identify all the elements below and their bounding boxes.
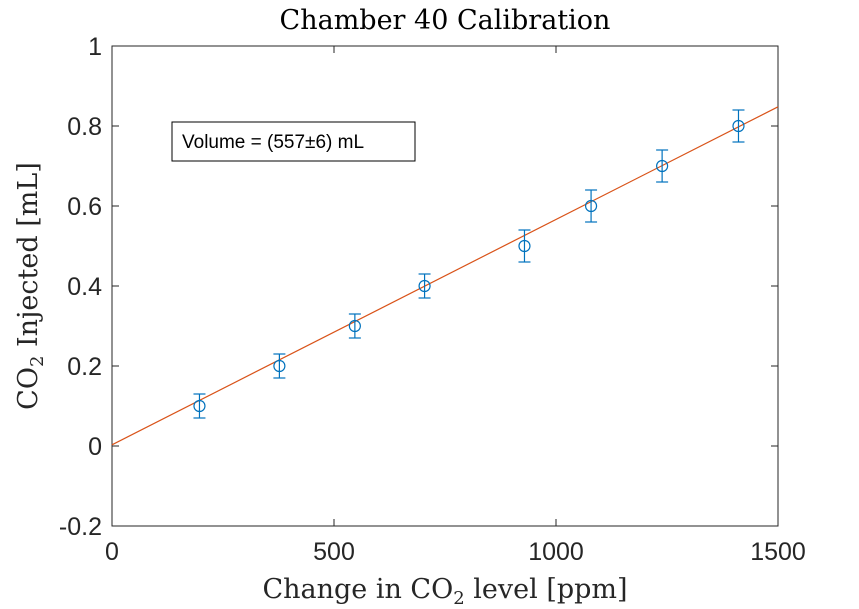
data-point-group xyxy=(732,109,745,143)
data-point-group xyxy=(656,149,669,183)
y-tick-label: 0.2 xyxy=(67,353,102,381)
data-point-marker xyxy=(732,119,745,133)
y-tick-label: 0 xyxy=(88,433,102,461)
x-axis-label: Change in CO2 level [ppm] xyxy=(262,574,627,609)
x-tick-label: 500 xyxy=(313,538,355,566)
data-point-marker xyxy=(584,199,598,213)
data-point-group xyxy=(273,353,286,379)
x-axis-label-subscript: 2 xyxy=(453,588,464,609)
x-axis-label-prefix: Change in CO xyxy=(262,574,453,605)
y-tick-label: 1 xyxy=(88,33,102,61)
x-tick-label: 0 xyxy=(105,538,119,566)
y-tick-label: 0.8 xyxy=(67,113,102,141)
data-point-marker xyxy=(348,319,361,333)
data-point-group xyxy=(348,313,361,339)
y-axis-label: CO2 Injected [mL] xyxy=(13,162,48,410)
y-axis-ticks: -0.2 0 0.2 0.4 0.6 0.8 1 xyxy=(59,33,778,541)
annotation-label: Volume = (557±6) mL xyxy=(182,132,364,153)
data-point-marker xyxy=(418,279,431,293)
x-tick-label: 1500 xyxy=(750,538,806,566)
y-axis-label-subscript: 2 xyxy=(27,356,48,367)
data-point-group xyxy=(418,273,431,299)
x-axis-ticks: 0 500 1000 1500 xyxy=(105,46,806,566)
data-point-marker xyxy=(656,159,669,173)
data-point-marker xyxy=(193,399,206,413)
data-point-marker xyxy=(273,359,286,373)
y-tick-label: 0.6 xyxy=(67,193,102,221)
data-points-layer xyxy=(193,109,745,419)
data-point-group xyxy=(518,229,531,263)
annotation-frame xyxy=(171,121,416,162)
data-point-group xyxy=(584,189,598,223)
x-axis-label-suffix: level [ppm] xyxy=(465,574,628,605)
y-tick-label: -0.2 xyxy=(59,513,102,541)
y-axis-label-prefix: CO xyxy=(13,367,44,410)
data-point-marker xyxy=(518,239,531,253)
annotation-box: Volume = (557±6) mL xyxy=(171,121,416,162)
chart-title: Chamber 40 Calibration xyxy=(280,5,611,36)
x-tick-label: 1000 xyxy=(528,538,584,566)
y-tick-label: 0.4 xyxy=(67,273,102,301)
y-axis-label-suffix: Injected [mL] xyxy=(13,162,44,355)
data-point-group xyxy=(193,393,206,419)
